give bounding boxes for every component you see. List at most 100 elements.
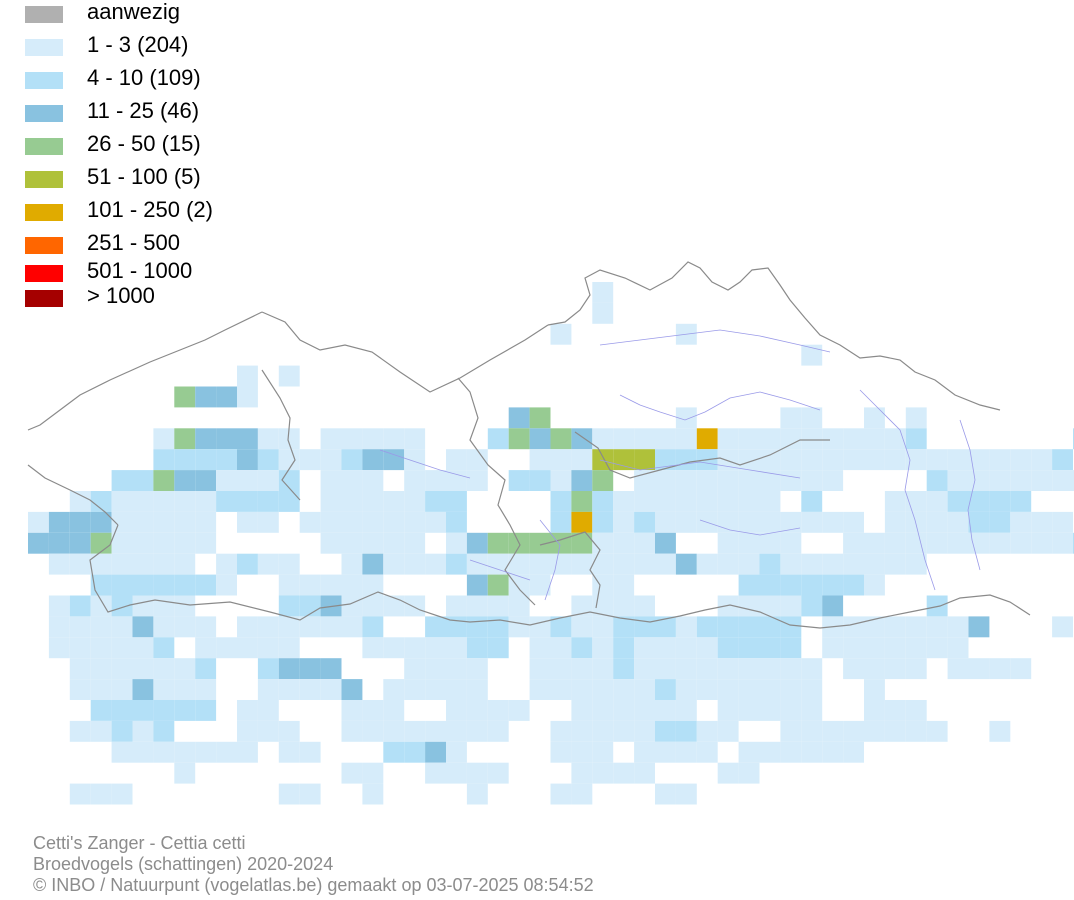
grid-cell	[111, 658, 133, 680]
grid-cell	[801, 553, 823, 575]
grid-cell	[613, 449, 635, 471]
grid-cell	[487, 595, 509, 617]
grid-cell	[111, 470, 133, 491]
grid-cell	[613, 616, 635, 638]
grid-cell	[864, 720, 885, 742]
grid-cell	[174, 616, 196, 638]
grid-cell	[69, 637, 91, 659]
grid-cell	[843, 741, 864, 763]
grid-cell	[759, 428, 781, 450]
border-line	[574, 431, 830, 479]
grid-cell	[341, 700, 363, 721]
grid-cell	[905, 700, 927, 721]
grid-cell	[550, 428, 572, 450]
grid-cell	[634, 470, 655, 491]
grid-cell	[278, 720, 300, 742]
grid-cell	[278, 741, 300, 763]
grid-cell	[571, 679, 593, 700]
grid-cell	[571, 762, 593, 784]
grid-cell	[529, 470, 551, 491]
grid-cell	[466, 720, 488, 742]
grid-cell	[738, 532, 760, 554]
grid-cell	[132, 511, 154, 533]
grid-cell	[696, 658, 718, 680]
grid-cell	[216, 574, 237, 596]
grid-cell	[320, 532, 342, 554]
grid-cell	[655, 783, 676, 805]
grid-cell	[153, 470, 175, 491]
grid-cell	[153, 532, 175, 554]
grid-cell	[404, 532, 426, 554]
grid-cell	[487, 762, 509, 784]
legend-swatch	[25, 204, 63, 221]
grid-cell	[341, 491, 363, 512]
grid-cell	[822, 637, 844, 659]
grid-cell	[362, 470, 384, 491]
grid-cell	[759, 658, 781, 680]
grid-cell	[69, 616, 91, 638]
grid-cell	[404, 595, 426, 617]
grid-cell	[550, 470, 572, 491]
river-line	[379, 449, 471, 479]
grid-cell	[1031, 511, 1053, 533]
grid-cell	[132, 532, 154, 554]
grid-cell	[780, 449, 802, 471]
grid-cell	[655, 741, 676, 763]
grid-cell	[237, 386, 258, 408]
grid-cell	[634, 595, 655, 617]
grid-cell	[926, 449, 948, 471]
grid-cell	[864, 616, 885, 638]
grid-cell	[759, 700, 781, 721]
grid-cell	[738, 637, 760, 659]
grid-cell	[111, 679, 133, 700]
grid-cell	[613, 679, 635, 700]
legend-swatch	[25, 265, 63, 282]
grid-cell	[571, 470, 593, 491]
grid-cell	[655, 679, 676, 700]
grid-cell	[320, 511, 342, 533]
grid-cell	[926, 616, 948, 638]
grid-cell	[947, 470, 969, 491]
legend-label: 51 - 100 (5)	[87, 164, 201, 189]
grid-cell	[466, 532, 488, 554]
grid-cell	[341, 679, 363, 700]
grid-cell	[592, 637, 614, 659]
border-line	[547, 261, 1001, 411]
legend-swatch	[25, 290, 63, 307]
legend-swatch	[25, 237, 63, 254]
grid-cell	[362, 532, 384, 554]
grid-cell	[48, 511, 70, 533]
grid-cell	[446, 762, 467, 784]
grid-cell	[884, 700, 906, 721]
grid-cell	[843, 616, 864, 638]
grid-cell	[132, 679, 154, 700]
grid-cell	[1052, 616, 1073, 638]
grid-cell	[613, 637, 635, 659]
grid-cell	[675, 449, 697, 471]
grid-cell	[759, 470, 781, 491]
grid-cell	[675, 491, 697, 512]
grid-cell	[905, 553, 927, 575]
grid-cell	[508, 616, 530, 638]
legend-swatch	[25, 171, 63, 188]
grid-cell	[446, 511, 467, 533]
grid-cell	[843, 720, 864, 742]
grid-cell	[487, 553, 509, 575]
grid-cell	[592, 700, 614, 721]
grid-cell	[508, 700, 530, 721]
grid-cell	[905, 511, 927, 533]
grid-cell	[571, 616, 593, 638]
border-line	[27, 311, 263, 431]
grid-cell	[696, 491, 718, 512]
grid-cell	[780, 720, 802, 742]
grid-cell	[425, 511, 446, 533]
grid-cell	[613, 700, 635, 721]
grid-cell	[48, 595, 70, 617]
grid-cell	[947, 658, 969, 680]
grid-cell	[174, 595, 196, 617]
grid-cell	[153, 449, 175, 471]
grid-cell	[28, 511, 49, 533]
grid-cell	[696, 720, 718, 742]
grid-cell	[717, 658, 739, 680]
